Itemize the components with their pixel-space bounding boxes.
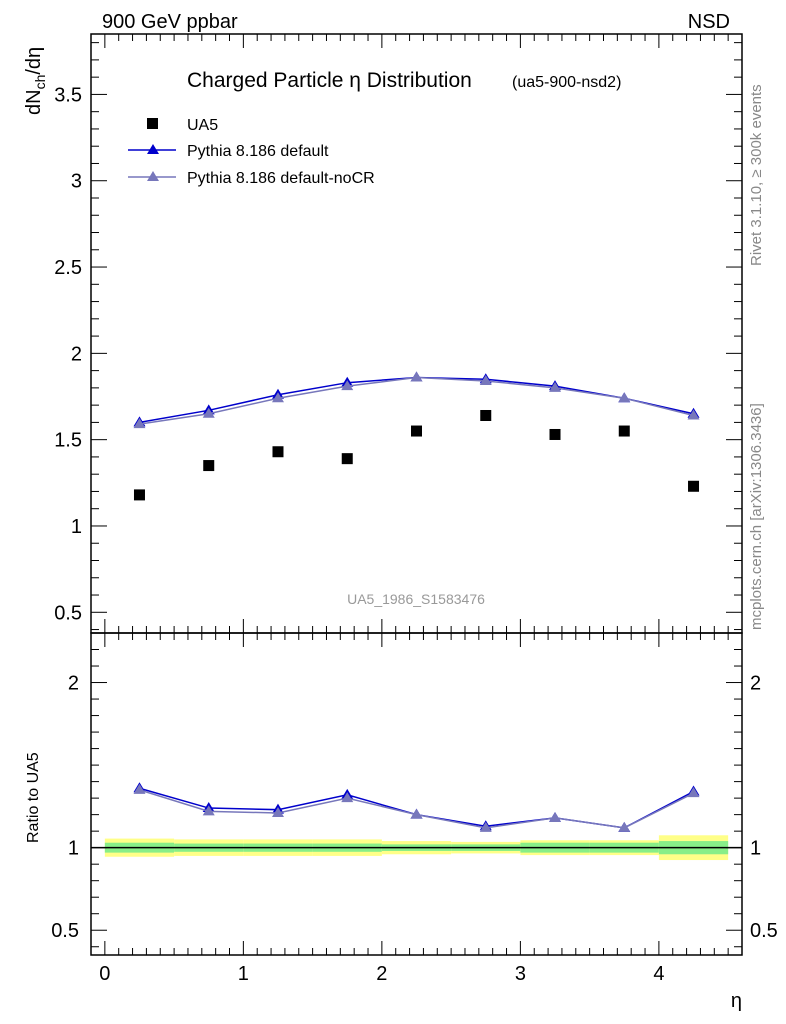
rivet-label: Rivet 3.1.10, ≥ 300k events <box>748 84 765 266</box>
y-tick-label: 2.5 <box>54 257 82 279</box>
point-pythia-8-186-default-nocr <box>479 374 492 385</box>
point-pythia-8-186-default-nocr <box>687 409 700 420</box>
series-line-pythia-8-186-default-nocr <box>139 376 694 425</box>
point-ua5 <box>341 453 353 465</box>
point-ua5 <box>549 428 561 440</box>
ratio-y-tick-label-left: 0.5 <box>51 920 79 942</box>
main-panel: 0.5 1 1.5 2 2.5 3 3.5 Charged Particle η Distr… <box>23 33 743 634</box>
x-tick-label: 3 <box>515 963 526 985</box>
process-label: NSD <box>688 11 730 33</box>
ratio-point-pythia-8-186-default-nocr <box>271 806 284 817</box>
chart-subtitle: (ua5-900-nsd2) <box>512 74 621 91</box>
ratio-point-pythia-8-186-default-nocr <box>618 821 631 832</box>
point-pythia-8-186-default-nocr <box>271 392 284 403</box>
ratio-y-tick-label-right: 1 <box>750 838 761 860</box>
legend-marker-ua5 <box>147 118 158 129</box>
ratio-point-pythia-8-186-default-nocr <box>133 783 146 794</box>
point-pythia-8-186-default-nocr <box>618 392 631 403</box>
ratio-y-tick-label-right: 2 <box>750 673 761 695</box>
ratio-point-pythia-8-186-default-nocr <box>410 808 423 819</box>
series-line-pythia-8-186-default <box>139 376 694 424</box>
point-ua5 <box>133 489 145 501</box>
legend-label-ua5: UA5 <box>187 117 218 134</box>
ratio-panel: 0.5 0.5 1 1 2 2 0 1 2 3 4 Ratio to UA5 η <box>25 619 778 1012</box>
ratio-y-axis-label: Ratio to UA5 <box>25 752 42 843</box>
legend-marker-default <box>147 144 159 154</box>
point-ua5 <box>480 409 492 421</box>
ratio-line-pythia-8-186-default <box>139 787 694 829</box>
x-tick-labels: 0 1 2 3 4 <box>99 963 664 985</box>
y-tick-label: 1 <box>71 516 82 538</box>
point-pythia-8-186-default-nocr <box>133 418 146 429</box>
ratio-point-pythia-8-186-default-nocr <box>549 811 562 822</box>
ratio-y-tick-label-right: 0.5 <box>750 920 778 942</box>
y-tick-label: 3.5 <box>54 84 82 106</box>
main-y-axis-label: dNch/dη <box>23 47 48 115</box>
ratio-ticks <box>91 619 742 955</box>
ratio-point-pythia-8-186-default-nocr <box>687 787 700 798</box>
point-pythia-8-186-default-nocr <box>341 380 354 391</box>
ratio-frame <box>90 632 743 956</box>
x-tick-label: 0 <box>99 963 110 985</box>
ratio-point-pythia-8-186-default-nocr <box>341 792 354 803</box>
point-pythia-8-186-default-nocr <box>410 371 423 382</box>
y-tick-label: 2 <box>71 343 82 365</box>
ratio-y-tick-label-left: 1 <box>68 838 79 860</box>
x-axis-label: η <box>731 990 742 1012</box>
beam-label: 900 GeV ppbar <box>102 11 238 33</box>
legend: UA5 Pythia 8.186 default Pythia 8.186 de… <box>128 117 375 187</box>
x-tick-label: 1 <box>238 963 249 985</box>
analysis-label: UA5_1986_S1583476 <box>347 591 485 607</box>
x-tick-label: 4 <box>653 963 664 985</box>
main-y-tick-labels: 0.5 1 1.5 2 2.5 3 3.5 <box>54 84 82 624</box>
ratio-y-tick-labels: 0.5 0.5 1 1 2 2 <box>51 673 778 943</box>
ratio-y-tick-label-left: 2 <box>68 673 79 695</box>
ratio-point-pythia-8-186-default-nocr <box>479 821 492 832</box>
point-ua5 <box>618 425 630 437</box>
legend-marker-nocr <box>147 171 159 181</box>
point-ua5 <box>203 460 215 472</box>
point-ua5 <box>411 425 422 437</box>
point-pythia-8-186-default-nocr <box>202 407 215 418</box>
point-ua5 <box>272 446 284 458</box>
legend-label-nocr: Pythia 8.186 default-noCR <box>187 170 375 187</box>
legend-label-default: Pythia 8.186 default <box>187 143 329 160</box>
main-ticks <box>91 34 742 631</box>
ratio-point-pythia-8-186-default-nocr <box>202 805 215 816</box>
y-tick-label: 1.5 <box>54 430 82 452</box>
mcplots-label: mcplots.cern.ch [arXiv:1306.3436] <box>748 403 765 630</box>
y-tick-label: 3 <box>71 171 82 193</box>
point-ua5 <box>688 480 700 492</box>
point-pythia-8-186-default-nocr <box>549 381 562 392</box>
chart-title: Charged Particle η Distribution <box>187 69 472 92</box>
y-tick-label: 0.5 <box>54 602 82 624</box>
ratio-plot-area <box>91 782 742 861</box>
main-plot-area <box>133 371 700 501</box>
x-tick-label: 2 <box>376 963 387 985</box>
